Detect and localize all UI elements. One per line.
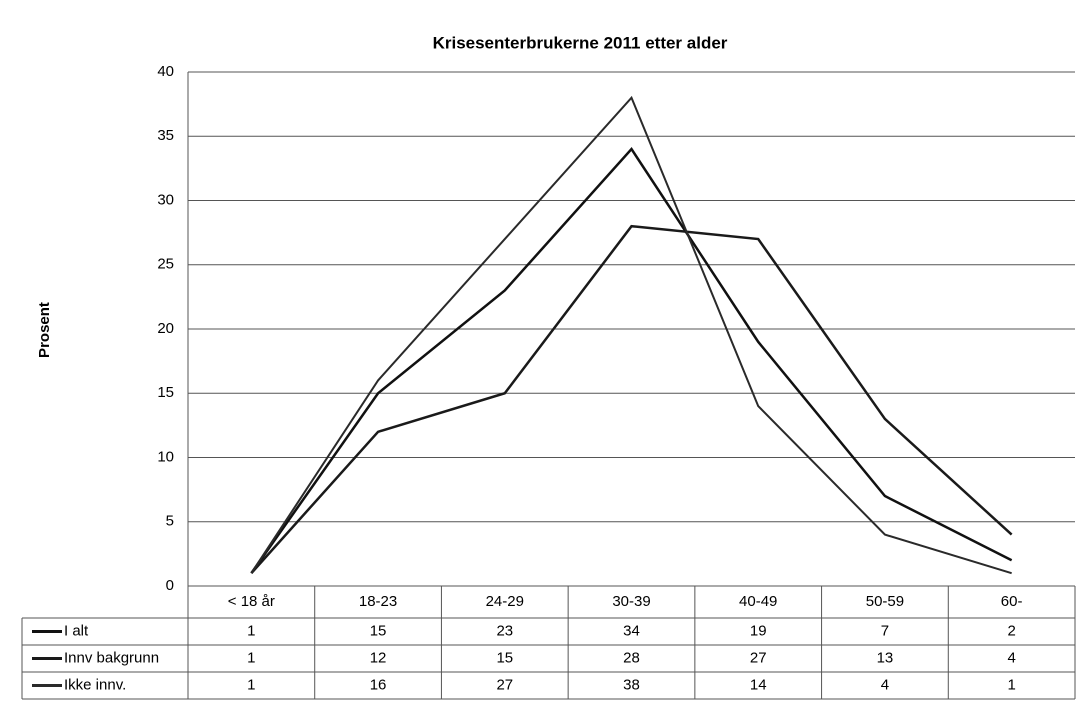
table-cell: 34 — [623, 622, 640, 639]
x-tick-label: < 18 år — [228, 593, 275, 610]
y-axis-title: Prosent — [36, 302, 53, 358]
legend-label: Innv bakgrunn — [64, 649, 159, 666]
x-tick-label: 30-39 — [612, 593, 650, 610]
x-tick-label: 24-29 — [486, 593, 524, 610]
chart-title: Krisesenterbrukerne 2011 etter alder — [433, 33, 728, 52]
table-cell: 19 — [750, 622, 767, 639]
table-cell: 1 — [247, 676, 255, 693]
table-cell: 16 — [370, 676, 387, 693]
table-cell: 7 — [881, 622, 889, 639]
y-tick-label: 25 — [157, 256, 174, 273]
table-cell: 15 — [370, 622, 387, 639]
table-cell: 1 — [247, 649, 255, 666]
table-cell: 27 — [496, 676, 513, 693]
table-cell: 2 — [1007, 622, 1015, 639]
table-cell: 1 — [247, 622, 255, 639]
table-cell: 15 — [496, 649, 513, 666]
x-tick-label: 40-49 — [739, 593, 777, 610]
x-tick-label: 50-59 — [866, 593, 904, 610]
table-cell: 14 — [750, 676, 767, 693]
table-cell: 12 — [370, 649, 387, 666]
x-tick-label: 60- — [1001, 593, 1023, 610]
table-cell: 13 — [877, 649, 894, 666]
table-cell: 23 — [496, 622, 513, 639]
y-tick-label: 30 — [157, 191, 174, 208]
y-tick-label: 10 — [157, 448, 174, 465]
y-tick-label: 5 — [166, 513, 174, 530]
y-tick-label: 35 — [157, 127, 174, 144]
table-cell: 27 — [750, 649, 767, 666]
table-cell: 4 — [881, 676, 889, 693]
x-tick-label: 18-23 — [359, 593, 397, 610]
legend-label: I alt — [64, 622, 89, 639]
y-tick-label: 40 — [157, 63, 174, 80]
table-cell: 4 — [1007, 649, 1015, 666]
y-tick-label: 15 — [157, 384, 174, 401]
table-cell: 1 — [1007, 676, 1015, 693]
line — [250, 147, 1013, 574]
y-tick-label: 20 — [157, 320, 174, 337]
table-cell: 28 — [623, 649, 640, 666]
table-cell: 38 — [623, 676, 640, 693]
legend-label: Ikke innv. — [64, 676, 126, 693]
y-tick-label: 0 — [166, 577, 174, 594]
line — [250, 95, 1012, 575]
line — [250, 224, 1013, 574]
